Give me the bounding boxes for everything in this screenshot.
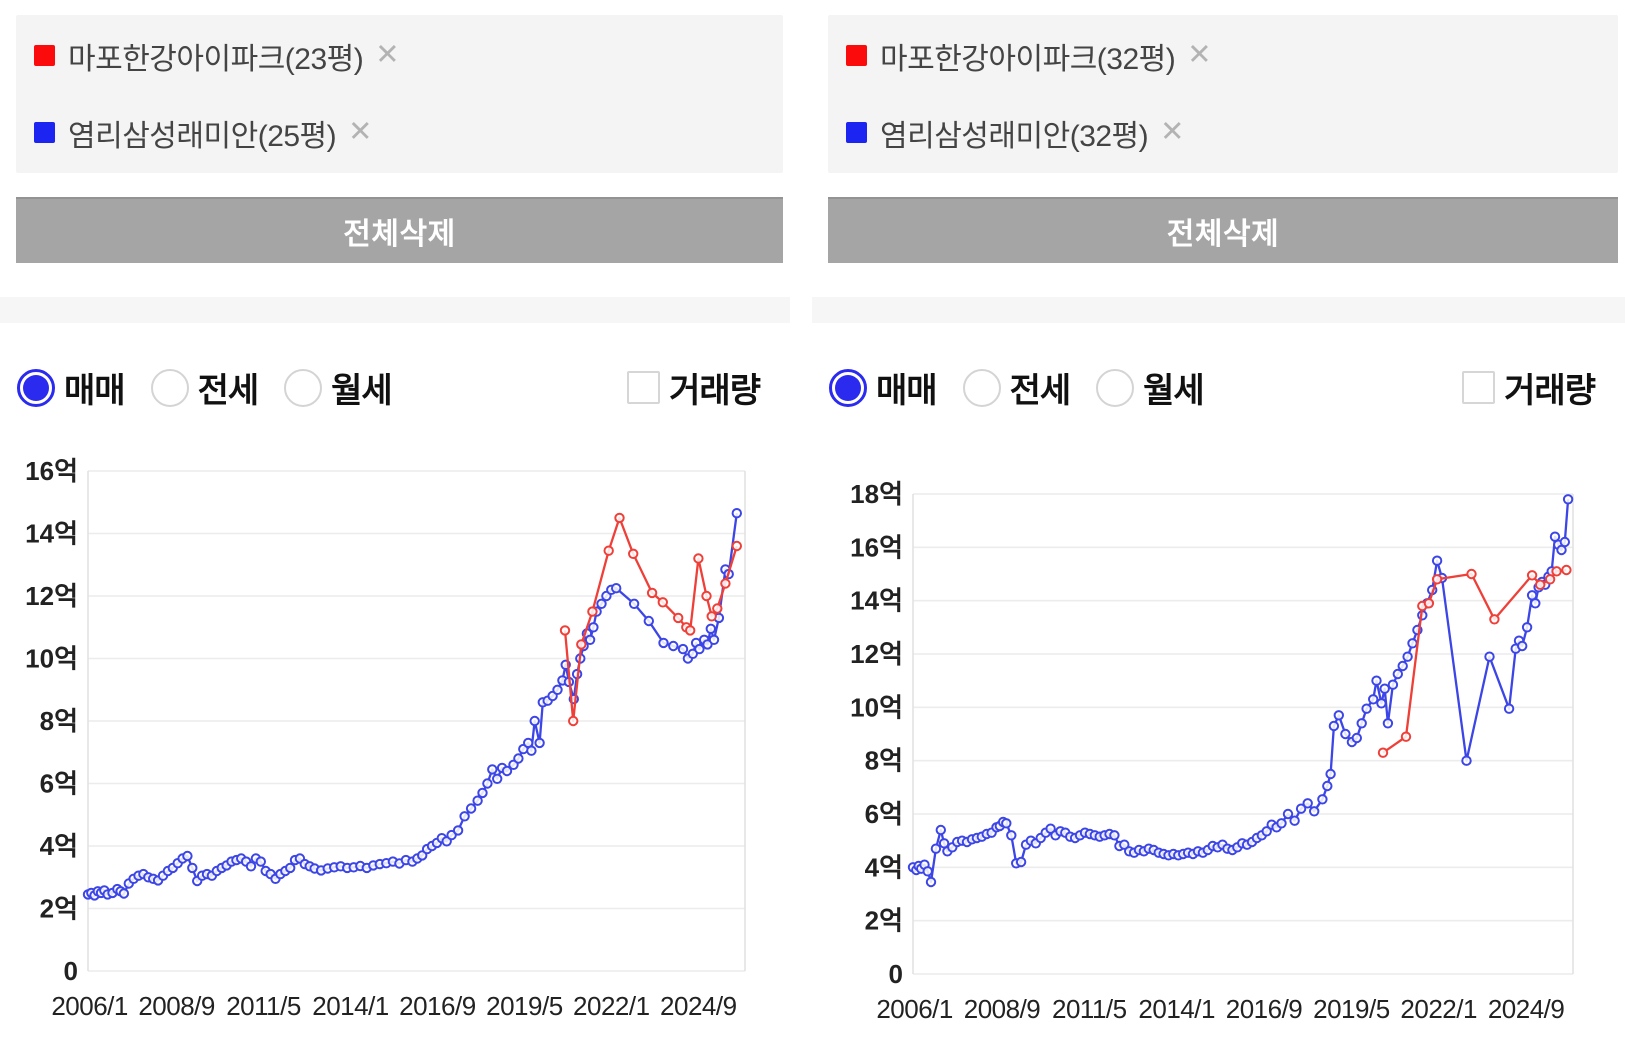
radio-sale[interactable]: 매매 — [829, 363, 938, 412]
panel-small-units: 마포한강아이파크(23평) ✕ 염리삼성래미안(25평) ✕ 전체삭제 매매 전… — [0, 0, 790, 1045]
radio-jeonse[interactable]: 전세 — [150, 363, 260, 412]
svg-text:0: 0 — [889, 959, 903, 989]
legend-item: 염리삼성래미안(25평) ✕ — [34, 111, 783, 155]
svg-text:16억: 16억 — [25, 456, 78, 486]
legend-label: 마포한강아이파크(23평) — [68, 42, 364, 76]
svg-text:14억: 14억 — [850, 586, 903, 616]
red-series-swatch — [34, 45, 55, 66]
radio-monthly[interactable]: 월세 — [284, 363, 393, 412]
radio-jeonse-icon[interactable] — [962, 368, 1001, 407]
volume-checkbox-group[interactable]: 거래량 — [627, 363, 761, 412]
svg-text:2019/5: 2019/5 — [1313, 994, 1390, 1024]
svg-text:2011/5: 2011/5 — [226, 991, 301, 1021]
svg-text:16억: 16억 — [850, 532, 903, 562]
radio-monthly-icon[interactable] — [1096, 368, 1135, 407]
svg-text:2014/1: 2014/1 — [1138, 994, 1215, 1024]
radio-jeonse-icon[interactable] — [150, 368, 189, 407]
close-icon[interactable]: ✕ — [375, 39, 400, 71]
legend-box: 마포한강아이파크(23평) ✕ 염리삼성래미안(25평) ✕ — [16, 15, 783, 173]
volume-checkbox[interactable] — [1462, 371, 1496, 404]
blue-series-swatch — [846, 122, 867, 143]
delete-all-button[interactable]: 전체삭제 — [16, 197, 783, 263]
svg-text:2022/1: 2022/1 — [573, 991, 650, 1021]
radio-monthly-label: 월세 — [1143, 372, 1205, 410]
radio-sale-label: 매매 — [876, 372, 938, 410]
svg-text:2024/9: 2024/9 — [1488, 994, 1565, 1024]
blue-series-swatch — [34, 122, 55, 143]
svg-text:2016/9: 2016/9 — [399, 991, 476, 1021]
close-icon[interactable]: ✕ — [348, 116, 373, 148]
svg-text:0: 0 — [64, 956, 78, 986]
radio-jeonse-label: 전세 — [1009, 372, 1072, 410]
svg-text:8억: 8억 — [40, 706, 78, 736]
section-divider — [812, 297, 1625, 323]
svg-text:2006/1: 2006/1 — [51, 991, 128, 1021]
svg-text:2016/9: 2016/9 — [1226, 994, 1303, 1024]
svg-text:2006/1: 2006/1 — [876, 994, 953, 1024]
radio-sale-label: 매매 — [64, 372, 126, 410]
svg-text:2억: 2억 — [865, 906, 903, 936]
legend-box: 마포한강아이파크(32평) ✕ 염리삼성래미안(32평) ✕ — [828, 15, 1618, 173]
svg-text:18억: 18억 — [850, 479, 903, 509]
radio-sale-icon[interactable] — [17, 368, 55, 407]
svg-text:4억: 4억 — [865, 852, 903, 882]
legend-label: 마포한강아이파크(32평) — [880, 42, 1176, 76]
volume-checkbox-group[interactable]: 거래량 — [1462, 363, 1596, 412]
panel-large-units: 마포한강아이파크(32평) ✕ 염리삼성래미안(32평) ✕ 전체삭제 매매 전… — [812, 0, 1625, 1045]
legend-label: 염리삼성래미안(25평) — [68, 119, 337, 153]
svg-text:2019/5: 2019/5 — [486, 991, 563, 1021]
legend-item: 마포한강아이파크(32평) ✕ — [846, 34, 1618, 78]
price-history-chart: 0 2억 4억 6억 8억 10억 12억 14억 16억 2006/1 2008/9 2011/5 2… — [25, 456, 746, 1021]
radio-monthly-label: 월세 — [331, 372, 393, 410]
svg-text:2008/9: 2008/9 — [964, 994, 1041, 1024]
radio-jeonse[interactable]: 전세 — [962, 363, 1072, 412]
svg-text:2024/9: 2024/9 — [660, 991, 737, 1021]
svg-text:2014/1: 2014/1 — [312, 991, 389, 1021]
volume-checkbox-label: 거래량 — [669, 372, 761, 410]
svg-text:6억: 6억 — [865, 799, 903, 829]
trade-type-controls: 매매 전세 월세 거래량 — [829, 363, 1596, 412]
red-series-swatch — [846, 45, 867, 66]
delete-all-button[interactable]: 전체삭제 — [828, 197, 1618, 263]
svg-text:4억: 4억 — [40, 831, 78, 861]
svg-text:8억: 8억 — [865, 746, 903, 776]
price-history-chart: 0 2억 4억 6억 8억 10억 12억 14억 16억 18억 2006/1 2008/9 2011… — [850, 479, 1574, 1024]
volume-checkbox-label: 거래량 — [1504, 372, 1596, 410]
svg-text:14억: 14억 — [25, 519, 78, 549]
svg-text:2011/5: 2011/5 — [1052, 994, 1127, 1024]
radio-jeonse-label: 전세 — [197, 372, 260, 410]
svg-text:12억: 12억 — [25, 581, 78, 611]
svg-text:2022/1: 2022/1 — [1400, 994, 1477, 1024]
radio-sale[interactable]: 매매 — [17, 363, 126, 412]
close-icon[interactable]: ✕ — [1160, 116, 1185, 148]
trade-type-controls: 매매 전세 월세 거래량 — [17, 363, 761, 412]
svg-text:6억: 6억 — [40, 769, 78, 799]
radio-sale-icon[interactable] — [829, 368, 867, 407]
close-icon[interactable]: ✕ — [1187, 39, 1212, 71]
legend-item: 마포한강아이파크(23평) ✕ — [34, 34, 783, 78]
legend-item: 염리삼성래미안(32평) ✕ — [846, 111, 1618, 155]
svg-text:10억: 10억 — [850, 692, 903, 722]
svg-text:12억: 12억 — [850, 639, 903, 669]
svg-text:2억: 2억 — [40, 894, 78, 924]
svg-text:10억: 10억 — [25, 644, 78, 674]
legend-label: 염리삼성래미안(32평) — [880, 119, 1149, 153]
volume-checkbox[interactable] — [627, 371, 661, 404]
svg-text:2008/9: 2008/9 — [138, 991, 215, 1021]
radio-monthly-icon[interactable] — [284, 368, 323, 407]
section-divider — [0, 297, 790, 323]
radio-monthly[interactable]: 월세 — [1096, 363, 1205, 412]
